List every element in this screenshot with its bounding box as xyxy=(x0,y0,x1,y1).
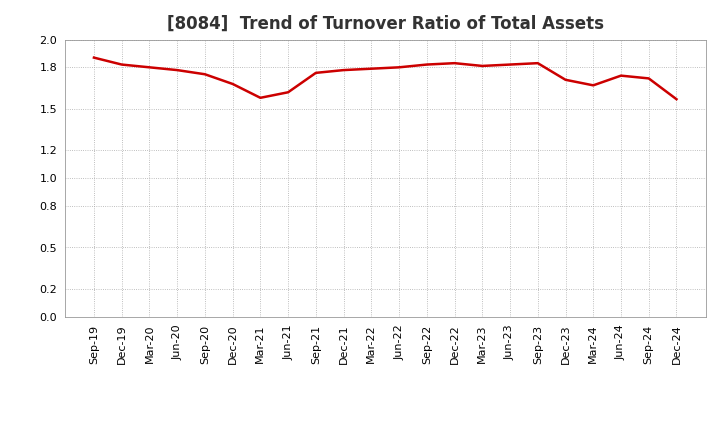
Title: [8084]  Trend of Turnover Ratio of Total Assets: [8084] Trend of Turnover Ratio of Total … xyxy=(167,15,603,33)
